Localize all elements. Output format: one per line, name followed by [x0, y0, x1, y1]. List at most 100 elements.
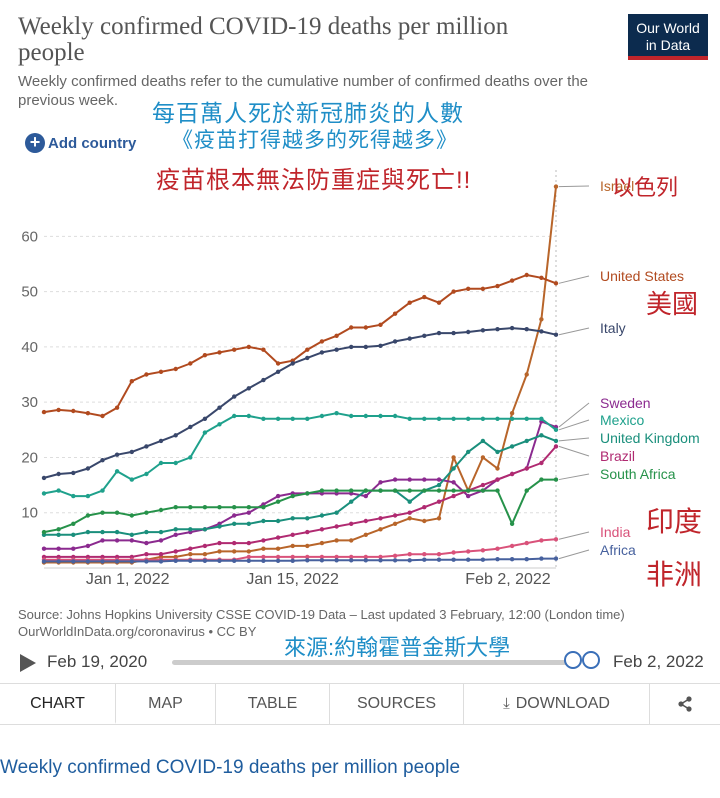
- data-point: [422, 488, 427, 493]
- data-point: [275, 361, 281, 366]
- add-country-button[interactable]: + Add country: [25, 133, 136, 153]
- overlay-zh-source: 來源:約翰霍普金斯大學: [284, 635, 511, 660]
- data-point: [363, 488, 368, 493]
- data-point: [495, 449, 500, 455]
- data-point: [71, 532, 76, 537]
- data-point: [436, 488, 442, 493]
- data-point: [392, 558, 398, 563]
- data-point: [524, 272, 529, 278]
- data-point: [246, 344, 251, 350]
- data-point: [129, 477, 134, 482]
- timeline-end-handle[interactable]: [582, 651, 600, 669]
- data-point: [114, 510, 120, 515]
- data-point: [334, 554, 339, 560]
- data-point: [422, 505, 427, 510]
- data-point: [363, 558, 368, 563]
- data-point: [495, 488, 500, 493]
- data-point: [144, 540, 149, 546]
- data-point: [451, 550, 456, 555]
- owid-logo[interactable]: Our World in Data: [628, 14, 708, 60]
- data-point: [392, 311, 398, 316]
- line-chart: 10 20 30 40 50 60 Jan 1, 2022 Jan 15, 2022 Feb 2…: [21, 170, 700, 588]
- x-tick-label: Jan 15, 2022: [246, 571, 339, 588]
- data-point: [466, 449, 471, 455]
- timeline-track[interactable]: [172, 660, 572, 665]
- data-point: [539, 433, 544, 438]
- data-point: [85, 493, 91, 499]
- share-button[interactable]: [650, 684, 720, 724]
- data-point: [480, 328, 486, 333]
- series-line-africa: [44, 557, 556, 563]
- data-point: [378, 558, 383, 563]
- data-point: [85, 466, 91, 471]
- data-point: [305, 347, 310, 352]
- data-point: [246, 549, 251, 554]
- data-point: [319, 540, 325, 546]
- data-point: [422, 477, 427, 482]
- data-point: [451, 480, 456, 485]
- data-point: [378, 527, 383, 532]
- data-point: [188, 455, 193, 460]
- data-point: [524, 540, 529, 546]
- data-point: [290, 532, 295, 537]
- data-point: [217, 549, 222, 554]
- data-point: [232, 413, 237, 419]
- data-point: [466, 493, 471, 499]
- data-point: [129, 449, 134, 455]
- label-connector: [558, 549, 590, 560]
- data-point: [539, 329, 544, 334]
- data-point: [451, 289, 456, 294]
- tab-chart[interactable]: CHART: [0, 684, 116, 724]
- tab-table[interactable]: TABLE: [216, 684, 330, 724]
- data-point: [392, 513, 398, 518]
- tab-map[interactable]: MAP: [116, 684, 216, 724]
- data-point: [451, 330, 456, 336]
- data-point: [319, 350, 325, 355]
- data-point: [232, 521, 237, 526]
- data-point: [480, 438, 486, 444]
- label-connector: [558, 531, 590, 540]
- play-icon[interactable]: [20, 654, 36, 672]
- data-point: [334, 524, 339, 529]
- data-point: [261, 538, 266, 543]
- data-point: [392, 521, 398, 526]
- data-point: [334, 488, 339, 493]
- data-point: [246, 510, 251, 515]
- timeline-start-handle[interactable]: [564, 651, 582, 669]
- label-connector: [558, 445, 590, 457]
- data-point: [495, 466, 500, 471]
- data-point: [56, 559, 61, 564]
- data-point: [290, 558, 295, 563]
- data-point: [41, 546, 47, 551]
- data-point: [349, 499, 354, 504]
- label-connector: [558, 275, 590, 284]
- tab-download[interactable]: ⤓ DOWNLOAD: [464, 684, 650, 724]
- data-point: [334, 411, 339, 416]
- data-point: [524, 416, 529, 421]
- data-point: [202, 430, 208, 435]
- data-point: [100, 488, 105, 493]
- data-point: [71, 521, 76, 526]
- series-label: India: [600, 524, 631, 540]
- data-point: [144, 552, 149, 557]
- data-point: [334, 538, 339, 543]
- data-point: [407, 336, 412, 341]
- data-point: [56, 471, 61, 477]
- data-point: [305, 416, 310, 421]
- data-point: [202, 543, 208, 549]
- data-point: [378, 516, 383, 521]
- data-point: [480, 557, 486, 562]
- data-point: [451, 466, 456, 471]
- y-tick-label: 50: [21, 284, 38, 301]
- data-point: [246, 558, 251, 563]
- data-point: [290, 516, 295, 521]
- data-point: [100, 538, 105, 543]
- data-point: [261, 505, 266, 510]
- footer-title: Weekly confirmed COVID-19 deaths per mil…: [0, 757, 461, 778]
- data-point: [539, 556, 544, 561]
- data-point: [202, 527, 208, 532]
- data-point: [114, 529, 120, 535]
- tab-sources[interactable]: SOURCES: [330, 684, 464, 724]
- data-point: [261, 416, 266, 421]
- data-point: [275, 369, 281, 374]
